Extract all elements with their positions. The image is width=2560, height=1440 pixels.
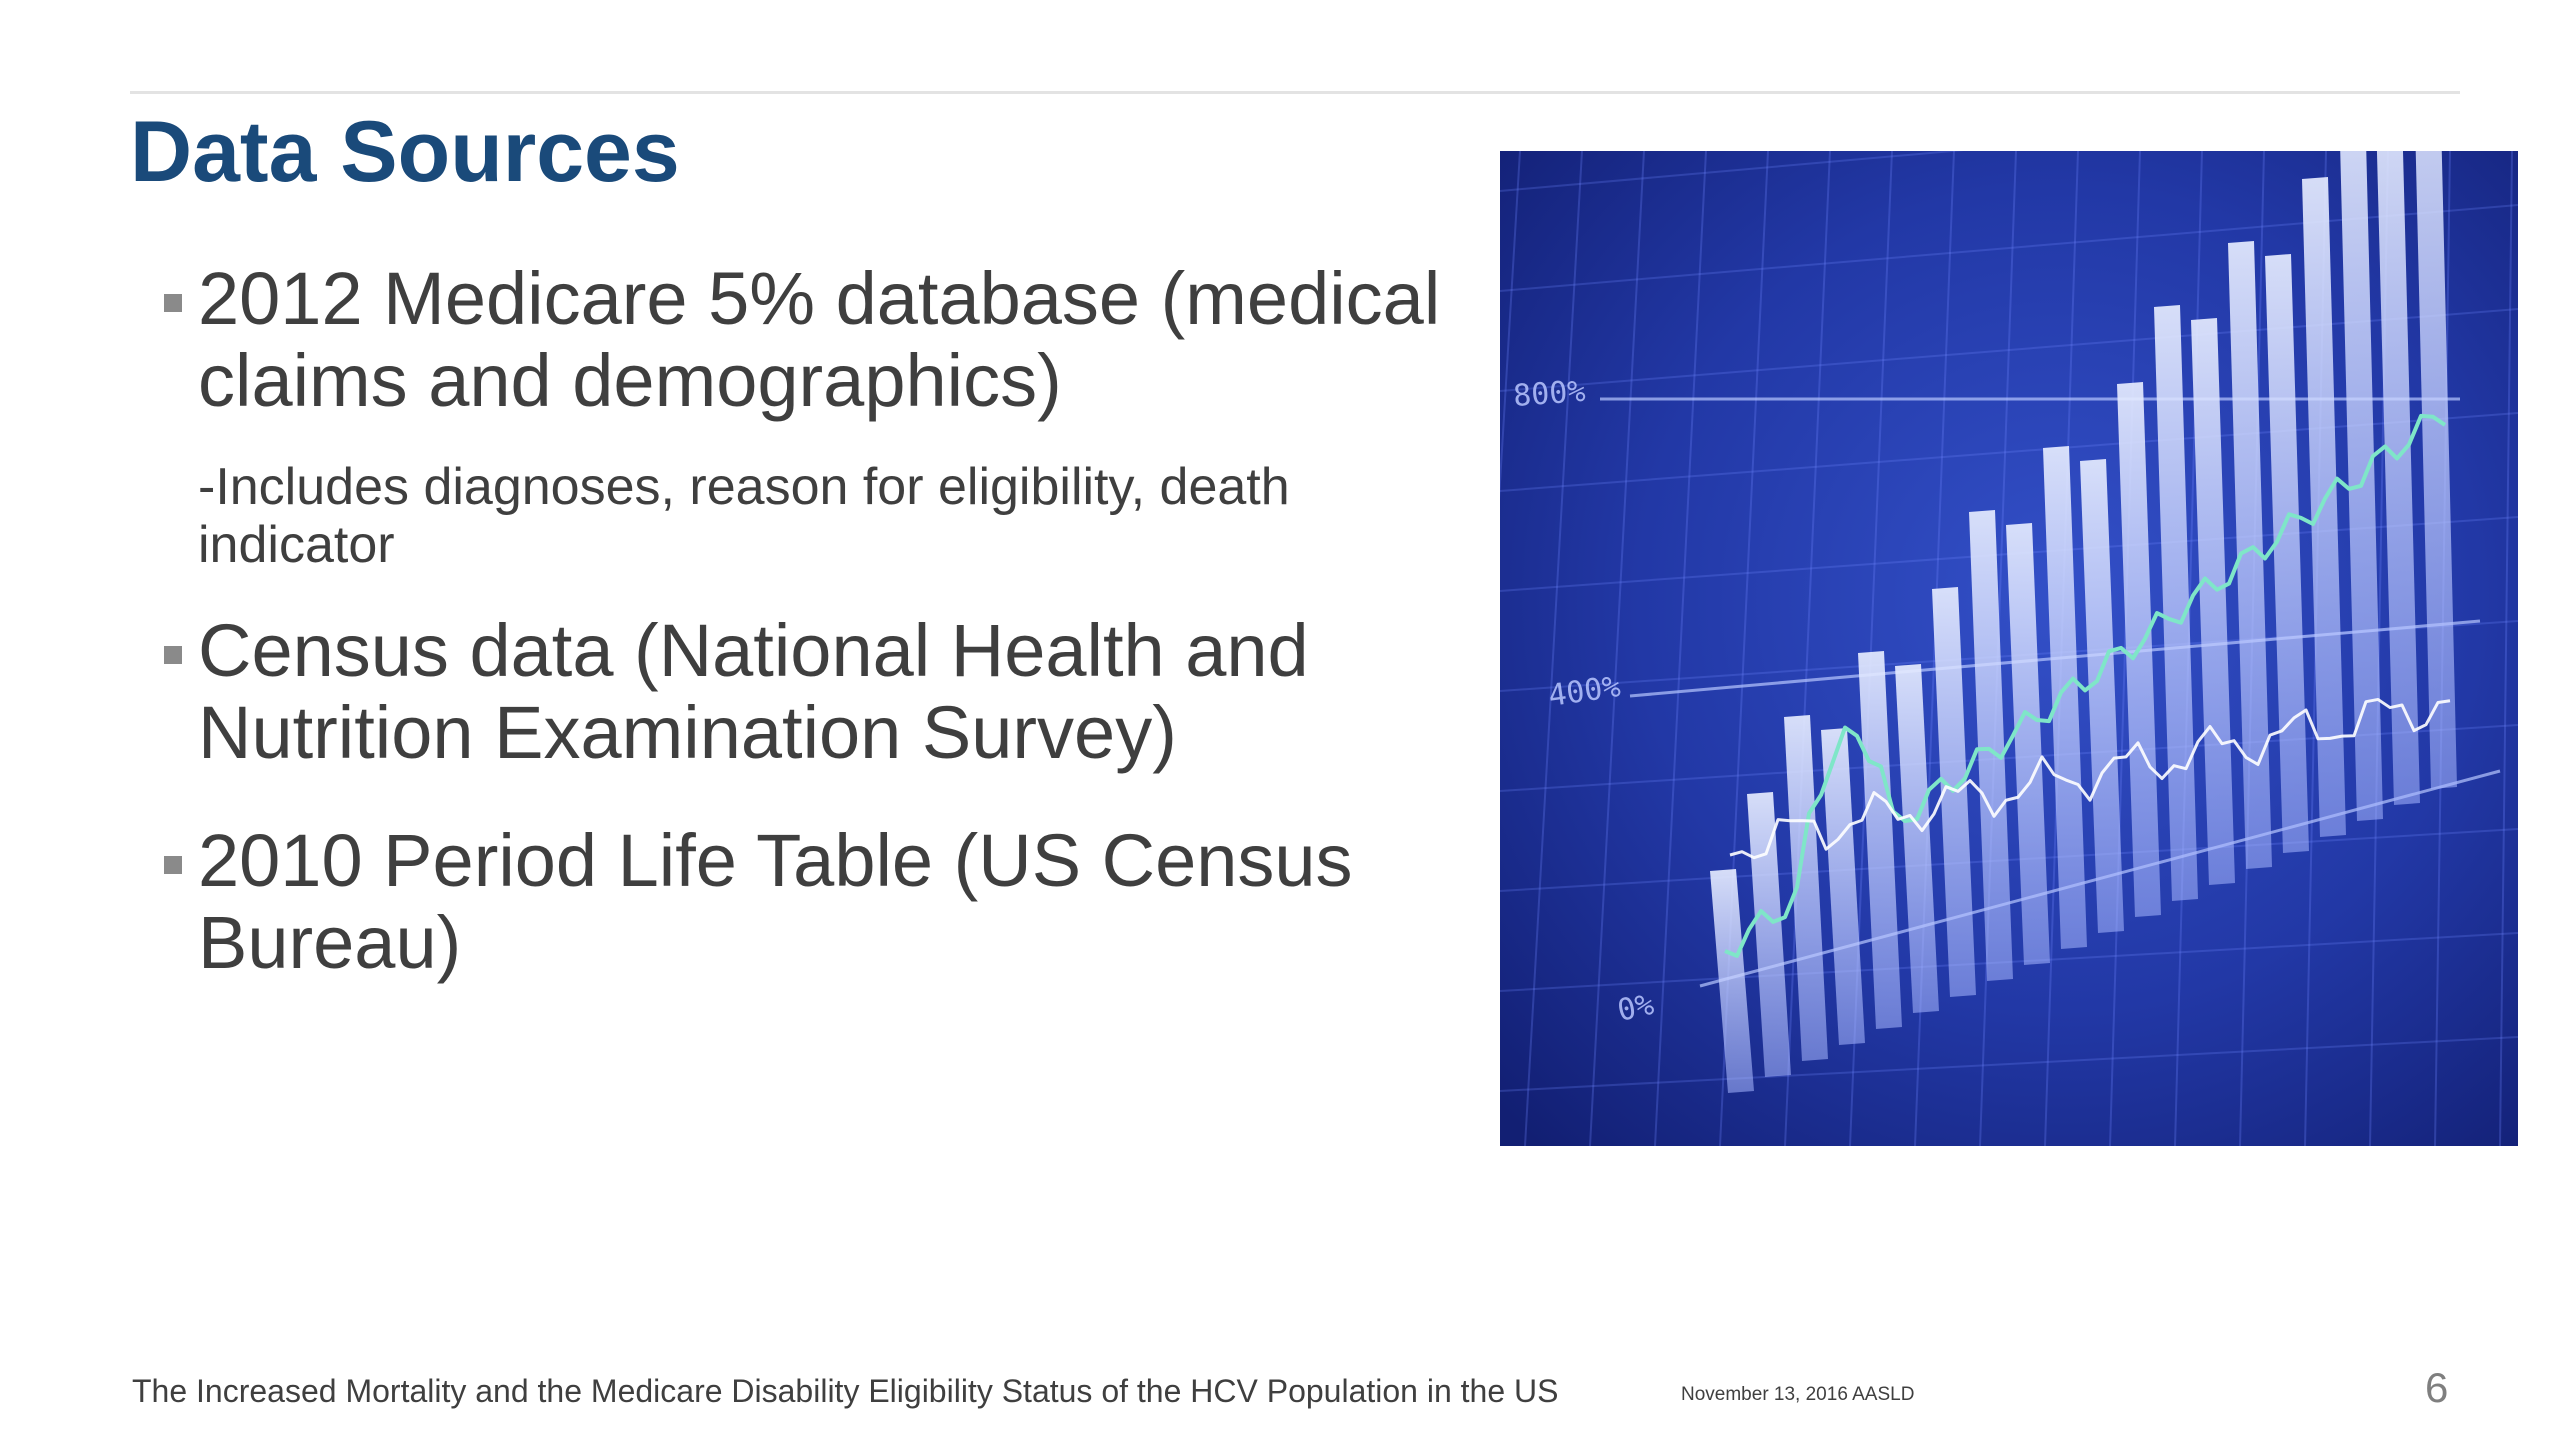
grid-line [1500, 151, 1521, 500]
bar [2415, 151, 2457, 789]
trend-lines [1724, 413, 2451, 958]
footer-presentation-title: The Increased Mortality and the Medicare… [132, 1373, 1559, 1409]
bar [2080, 459, 2124, 933]
bar [2376, 151, 2420, 805]
bullet-text: Census data (National Health and Nutriti… [198, 609, 1309, 774]
bar [2302, 177, 2346, 837]
bar [1969, 510, 2013, 981]
bullet-list: 2012 Medicare 5% database (medical claim… [160, 258, 1490, 984]
grid-line [1654, 151, 1707, 1146]
grid-line [1500, 151, 1964, 192]
green-trend-line [1724, 413, 2447, 958]
bar [1895, 664, 1939, 1013]
square-bullet-icon [164, 294, 182, 312]
bullet-item: Census data (National Health and Nutriti… [160, 610, 1490, 774]
bar [2228, 241, 2272, 869]
chart-illustration: 800% 400% 0% [1500, 151, 2518, 1146]
square-bullet-icon [164, 646, 182, 664]
footer-date: November 13, 2016 AASLD [1681, 1384, 1915, 1405]
bullet-text: 2012 Medicare 5% database (medical claim… [198, 257, 1441, 422]
grid-line [1589, 151, 1645, 1146]
bullet-item: 2010 Period Life Table (US Census Bureau… [160, 820, 1490, 984]
grid-line [1500, 828, 2518, 892]
page-number: 6 [2425, 1364, 2449, 1411]
bullet-text: 2010 Period Life Table (US Census Bureau… [198, 819, 1353, 984]
square-bullet-icon [164, 856, 182, 874]
grid-line [1524, 151, 1583, 1146]
slide-title: Data Sources [130, 104, 680, 200]
grid-line [1784, 151, 1831, 1146]
top-divider [130, 91, 2460, 94]
bar [2006, 523, 2050, 965]
bar [2043, 446, 2087, 949]
axis-label-0: 0% [1614, 987, 1657, 1029]
stock-chart-image: 800% 400% 0% [1500, 151, 2518, 1146]
grid-line [2499, 151, 2513, 1146]
grid-line [1500, 1036, 2518, 1092]
bar [2154, 305, 2198, 901]
grid-line [2109, 151, 2141, 1146]
bar [1821, 728, 1865, 1045]
sub-bullet-item: -Includes diagnoses, reason for eligibil… [198, 458, 1290, 574]
bar [1747, 792, 1791, 1077]
axis-label-800: 800% [1512, 374, 1587, 414]
bullet-item: 2012 Medicare 5% database (medical claim… [160, 258, 1490, 422]
bar [1858, 651, 1902, 1029]
white-trend-line [1729, 697, 2451, 860]
bar [2265, 254, 2309, 853]
bar [1710, 869, 1754, 1093]
bar [1784, 715, 1828, 1061]
